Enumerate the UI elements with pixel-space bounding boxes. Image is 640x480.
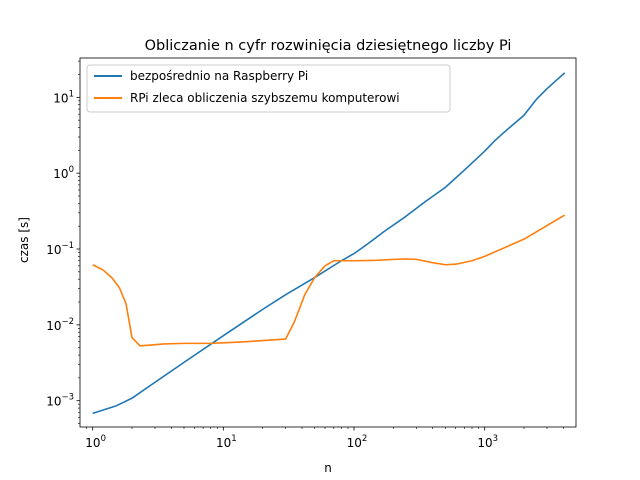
series-line-1 (92, 214, 566, 347)
plot-area (92, 72, 566, 415)
axes: 100 101 102 103 10−3 10−2 10−1 100 101 (46, 57, 577, 450)
y-tick-label: 101 (53, 89, 74, 105)
y-tick-label: 10−1 (46, 241, 74, 257)
legend-label-raspberry: bezpośrednio na Raspberry Pi (130, 69, 308, 83)
y-axis-label: czas [s] (17, 217, 31, 263)
axes-frame (79, 57, 577, 428)
x-tick-label: 103 (477, 434, 498, 450)
x-tick-label: 102 (347, 434, 368, 450)
x-tick-label: 101 (216, 434, 237, 450)
series-line-0 (92, 72, 566, 415)
chart-title: Obliczanie n cyfr rozwinięcia dziesiętne… (145, 38, 512, 54)
x-tick-label: 100 (85, 434, 106, 450)
legend: bezpośrednio na Raspberry Pi RPi zleca o… (86, 64, 451, 113)
legend-label-faster-computer: RPi zleca obliczenia szybszemu komputero… (130, 91, 400, 105)
legend-box (86, 64, 451, 113)
y-tick-label: 10−2 (46, 317, 74, 333)
y-tick-label: 10−3 (46, 393, 74, 409)
x-axis-label: n (324, 461, 332, 475)
y-tick-label: 100 (53, 165, 74, 181)
